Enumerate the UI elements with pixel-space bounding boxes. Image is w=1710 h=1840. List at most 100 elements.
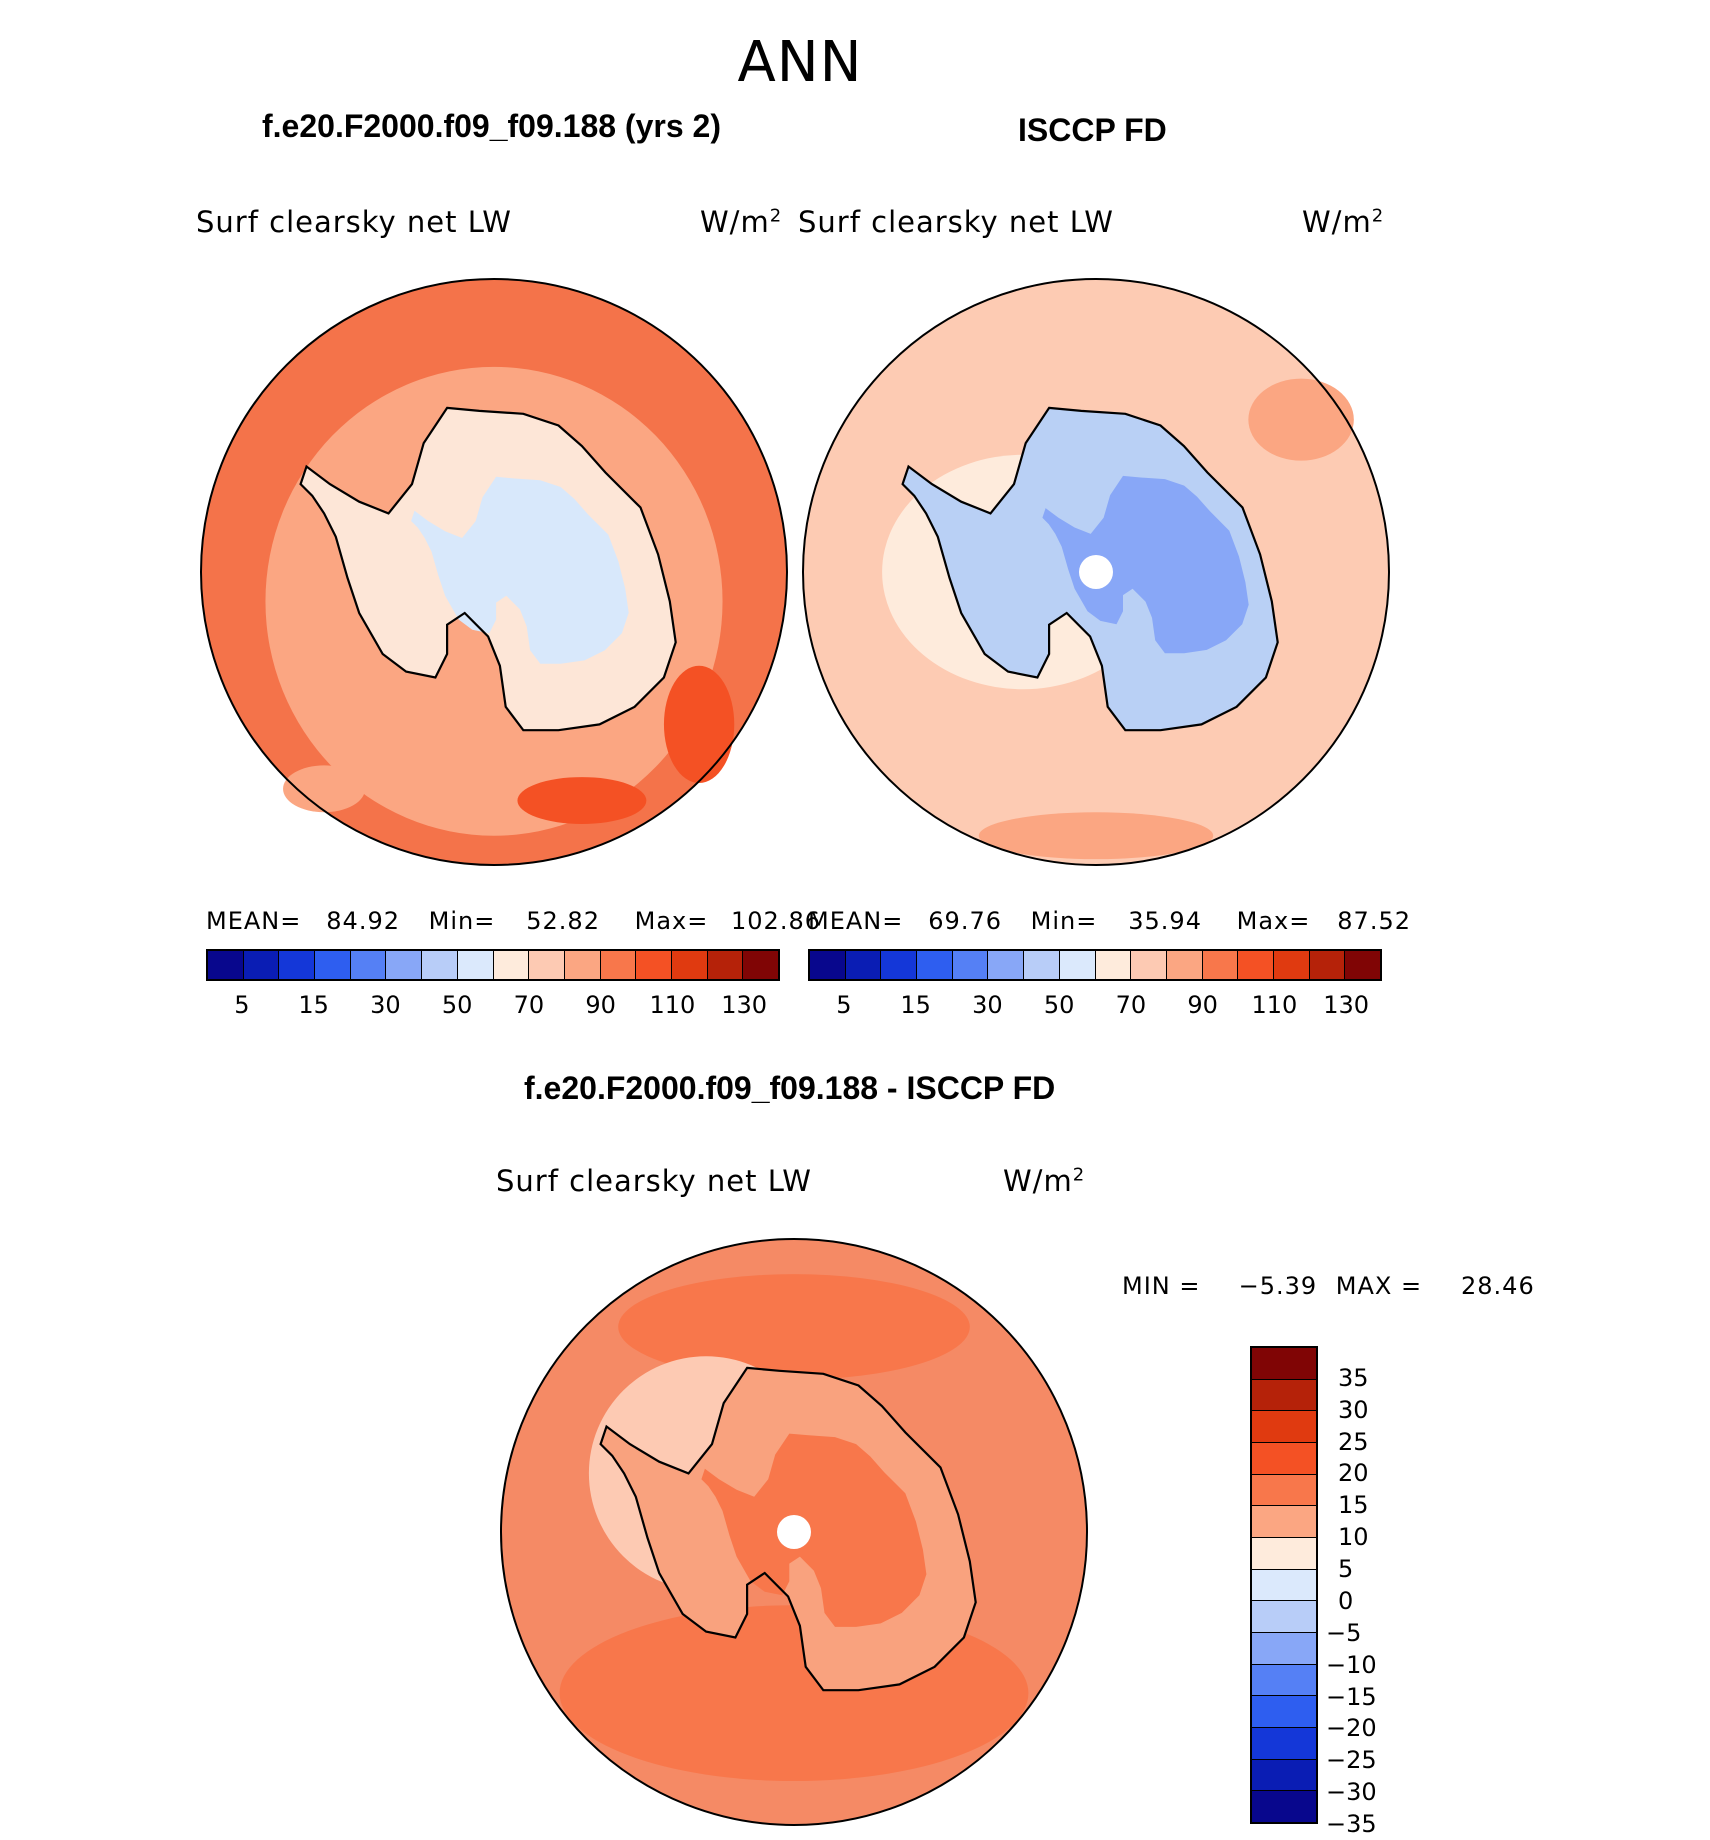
min-value: −5.39 — [1238, 1272, 1318, 1300]
colorbar-swatch — [1095, 951, 1132, 979]
colorbar-tick-label: 35 — [1338, 1363, 1369, 1392]
panel-3-variable-label: Surf clearsky net LW — [496, 1164, 812, 1198]
colorbar-tick-label: 90 — [1187, 991, 1218, 1019]
max-value: 102.86 — [731, 907, 821, 935]
colorbar-tick-label: 5 — [234, 991, 250, 1019]
min-label: MIN = — [1122, 1272, 1201, 1300]
colorbar-tick-label: 70 — [1115, 991, 1147, 1019]
colorbar-swatch — [279, 951, 316, 979]
panel-2-units: W/m2 — [1302, 205, 1385, 239]
panel-2-title: ISCCP FD — [1018, 112, 1167, 148]
panel-1-variable-label: Surf clearsky net LW — [196, 205, 512, 239]
colorbar-swatch — [1202, 951, 1239, 979]
continent-fill — [600, 1367, 976, 1691]
colorbar-swatch — [1252, 1569, 1316, 1602]
panel-3-colorbar — [1250, 1346, 1318, 1824]
panel-2-colorbar — [808, 949, 1382, 981]
colorbar-swatch — [1252, 1759, 1316, 1792]
colorbar-tick-label: 15 — [1338, 1491, 1369, 1520]
colorbar-tick-label: −30 — [1326, 1778, 1377, 1807]
min-value: 52.82 — [526, 907, 600, 935]
contour-region — [978, 812, 1214, 860]
colorbar-tick-label: −10 — [1326, 1650, 1377, 1679]
colorbar-tick-label: 25 — [1338, 1427, 1369, 1456]
panel-1-stats: MEAN= 84.92 Min= 52.82 Max= 102.86 — [206, 907, 821, 935]
min-value: 35.94 — [1128, 907, 1202, 935]
colorbar-swatch — [243, 951, 280, 979]
colorbar-tick-label: 130 — [1323, 991, 1370, 1019]
coastline — [901, 406, 1279, 732]
colorbar-tick-label: 5 — [836, 991, 852, 1019]
contour-region — [265, 366, 723, 836]
colorbar-tick-label: 10 — [1338, 1523, 1369, 1552]
panel-1-units: W/m2 — [700, 205, 783, 239]
contour-region — [588, 1356, 824, 1591]
colorbar-swatch — [1252, 1728, 1316, 1760]
colorbar-swatch — [1252, 1443, 1316, 1475]
colorbar-swatch — [422, 951, 458, 979]
colorbar-swatch — [917, 951, 953, 979]
panel-1-title: f.e20.F2000.f09_f09.188 (yrs 2) — [262, 108, 721, 144]
colorbar-swatch — [671, 951, 708, 979]
colorbar-swatch — [457, 951, 494, 979]
colorbar-tick-label: 90 — [585, 991, 616, 1019]
pole-mask — [777, 1515, 811, 1549]
figure-title: ANN — [737, 30, 863, 95]
panel-2-variable-label: Surf clearsky net LW — [798, 205, 1114, 239]
max-label: Max= — [1236, 907, 1311, 935]
max-label: Max= — [634, 907, 709, 935]
colorbar-swatch — [1252, 1633, 1316, 1665]
colorbar-swatch — [1252, 1474, 1316, 1507]
interior-contour — [701, 1433, 927, 1627]
colorbar-swatch — [1309, 951, 1346, 979]
colorbar-swatch — [952, 951, 989, 979]
panel-1-colorbar — [206, 949, 780, 981]
colorbar-swatch — [1273, 951, 1310, 979]
max-label: MAX = — [1335, 1272, 1423, 1300]
colorbar-swatch — [845, 951, 882, 979]
colorbar-tick-label: −20 — [1326, 1714, 1377, 1743]
colorbar-swatch — [1345, 951, 1380, 979]
contour-region — [517, 777, 647, 824]
colorbar-swatch — [386, 951, 423, 979]
panel-3-title: f.e20.F2000.f09_f09.188 - ISCCP FD — [524, 1070, 1056, 1106]
colorbar-swatch — [1252, 1348, 1316, 1380]
colorbar-tick-label: 30 — [1338, 1395, 1369, 1424]
colorbar-swatch — [1024, 951, 1060, 979]
contour-region — [559, 1605, 1029, 1782]
interior-contour — [1042, 475, 1249, 654]
coastline — [599, 1366, 977, 1692]
colorbar-swatch — [881, 951, 918, 979]
colorbar-tick-label: 30 — [370, 991, 401, 1019]
panel-3-stats: MIN = −5.39 MAX = 28.46 — [1122, 1272, 1535, 1300]
colorbar-tick-label: 15 — [298, 991, 329, 1019]
ocean-fill — [201, 279, 787, 865]
colorbar-tick-label: 5 — [1338, 1555, 1354, 1584]
mean-value: 84.92 — [326, 907, 400, 935]
colorbar-swatch — [1252, 1538, 1316, 1570]
colorbar-swatch — [1238, 951, 1274, 979]
colorbar-tick-label: 30 — [972, 991, 1003, 1019]
colorbar-swatch — [1131, 951, 1167, 979]
colorbar-tick-label: −5 — [1326, 1618, 1362, 1647]
colorbar-tick-label: 110 — [1251, 991, 1298, 1019]
pole-mask — [1079, 555, 1113, 589]
panel-3-units: W/m2 — [1003, 1164, 1086, 1198]
colorbar-swatch — [1252, 1791, 1316, 1823]
ocean-fill — [501, 1239, 1087, 1825]
interior-contour — [411, 476, 629, 664]
mean-label: MEAN= — [808, 907, 904, 935]
contour-region — [283, 765, 366, 813]
contour-region — [1248, 378, 1354, 461]
panel-2-stats: MEAN= 69.76 Min= 35.94 Max= 87.52 — [808, 907, 1411, 935]
map-boundary — [802, 278, 1390, 866]
colorbar-swatch — [1252, 1506, 1316, 1539]
colorbar-swatch — [1252, 1379, 1316, 1412]
colorbar-swatch — [1166, 951, 1203, 979]
colorbar-swatch — [810, 951, 846, 979]
colorbar-tick-label: 70 — [513, 991, 545, 1019]
colorbar-tick-label: 15 — [900, 991, 931, 1019]
contour-region — [882, 454, 1164, 690]
colorbar-tick-label: 130 — [721, 991, 768, 1019]
colorbar-tick-label: 50 — [441, 991, 473, 1019]
